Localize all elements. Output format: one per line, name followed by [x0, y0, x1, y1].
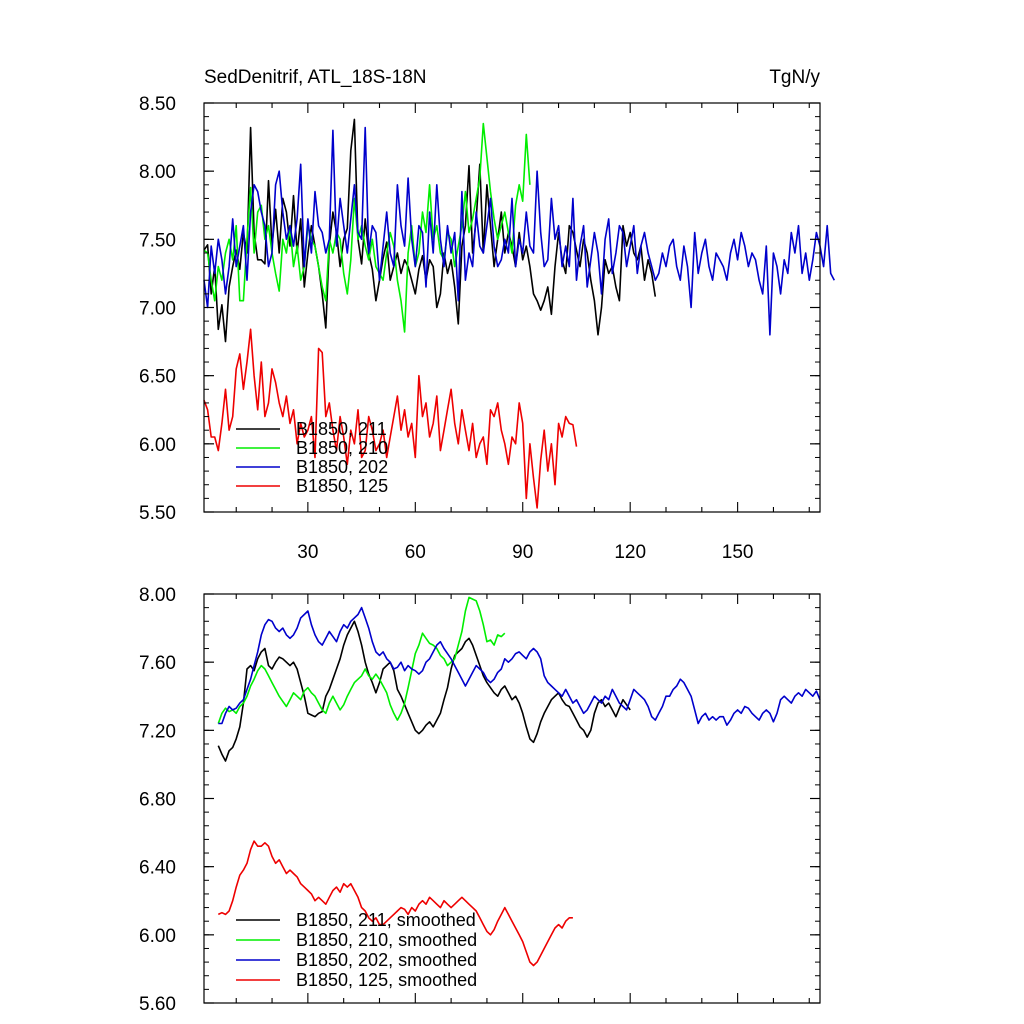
series-line-b1850-210-smoothed — [217, 596, 506, 724]
y-tick-label: 6.00 — [139, 926, 176, 947]
y-tick-label: 5.50 — [139, 503, 176, 524]
legend-label: B1850, 125, smoothed — [296, 970, 477, 990]
x-tick-label: 150 — [722, 542, 754, 563]
y-tick-label: 6.80 — [139, 790, 176, 811]
series-line-b1850-211 — [203, 118, 657, 343]
series-line-b1850-202-smoothed — [218, 606, 821, 727]
y-tick-label: 7.20 — [139, 721, 176, 742]
series-line-b1850-210 — [203, 122, 531, 333]
legend-label: B1850, 211, smoothed — [296, 910, 476, 930]
x-tick-label: 90 — [512, 542, 533, 563]
chart-title: SedDenitrif, ATL_18S-18N — [204, 67, 427, 88]
legend-label: B1850, 210, smoothed — [296, 930, 477, 950]
y-tick-label: 6.00 — [139, 435, 176, 456]
y-tick-label: 7.00 — [139, 299, 176, 320]
y-tick-label: 6.40 — [139, 858, 176, 879]
y-tick-label: 6.50 — [139, 367, 176, 388]
series-line-b1850-211-smoothed — [217, 620, 631, 762]
y-tick-label: 8.50 — [139, 94, 176, 115]
x-tick-label: 30 — [297, 542, 318, 563]
legend-label: B1850, 202 — [296, 457, 388, 477]
y-tick-label: 7.60 — [139, 653, 176, 674]
x-tick-label: 120 — [614, 542, 646, 563]
legend-label: B1850, 202, smoothed — [296, 950, 477, 970]
series-line-b1850-125 — [203, 328, 578, 509]
bottom-panel: 5.60 6.00 6.40 6.80 7.20 7.60 8.00 B1850, 211, … — [139, 585, 821, 1015]
units-label: TgN/y — [769, 67, 820, 88]
y-tick-label: 7.50 — [139, 230, 176, 251]
series-line-b1850-202 — [203, 126, 836, 336]
legend-label: B1850, 211 — [296, 419, 387, 439]
x-tick-label: 60 — [405, 542, 426, 563]
top-panel: 5.50 6.00 6.50 7.00 7.50 8.00 8.50 30 60 90 120 150… — [139, 67, 836, 563]
legend-label: B1850, 125 — [296, 476, 388, 496]
y-tick-label: 8.00 — [139, 585, 176, 606]
legend-label: B1850, 210 — [296, 438, 388, 458]
series-line-b1850-125-smoothed — [217, 840, 573, 967]
y-tick-label: 8.00 — [139, 162, 176, 183]
y-tick-label: 5.60 — [139, 994, 176, 1015]
